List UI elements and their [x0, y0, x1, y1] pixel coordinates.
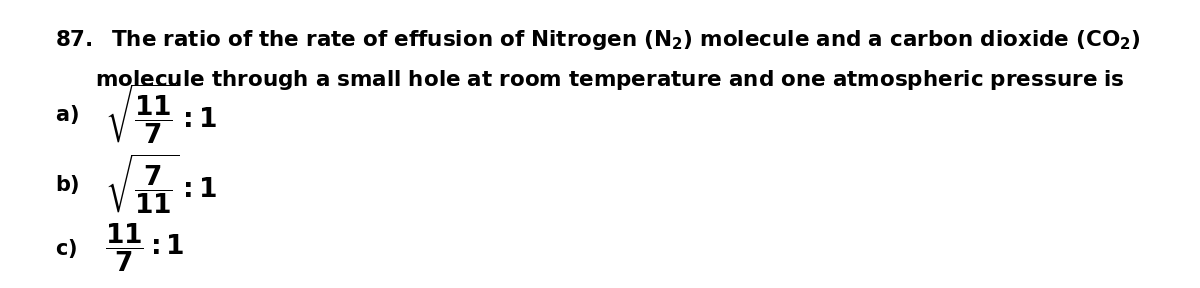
Text: $\mathbf{molecule\ through\ a\ small\ hole\ at\ room\ temperature\ and\ one\ atm: $\mathbf{molecule\ through\ a\ small\ ho…	[95, 68, 1124, 92]
Text: $\mathbf{\dfrac{11}{7} : 1}$: $\mathbf{\dfrac{11}{7} : 1}$	[106, 222, 185, 274]
Text: $\mathbf{c)}$: $\mathbf{c)}$	[55, 236, 77, 259]
Text: $\mathbf{\sqrt{\dfrac{11}{7}} : 1}$: $\mathbf{\sqrt{\dfrac{11}{7}} : 1}$	[106, 83, 217, 147]
Text: $\mathbf{a)}$: $\mathbf{a)}$	[55, 103, 79, 126]
Text: $\mathbf{b)}$: $\mathbf{b)}$	[55, 173, 79, 196]
Text: $\mathbf{\sqrt{\dfrac{7}{11}} : 1}$: $\mathbf{\sqrt{\dfrac{7}{11}} : 1}$	[106, 153, 217, 217]
Text: $\mathbf{87.\ \ The\ ratio\ of\ the\ rate\ of\ effusion\ of\ Nitrogen\ (N_2)\ mo: $\mathbf{87.\ \ The\ ratio\ of\ the\ rat…	[55, 28, 1141, 52]
